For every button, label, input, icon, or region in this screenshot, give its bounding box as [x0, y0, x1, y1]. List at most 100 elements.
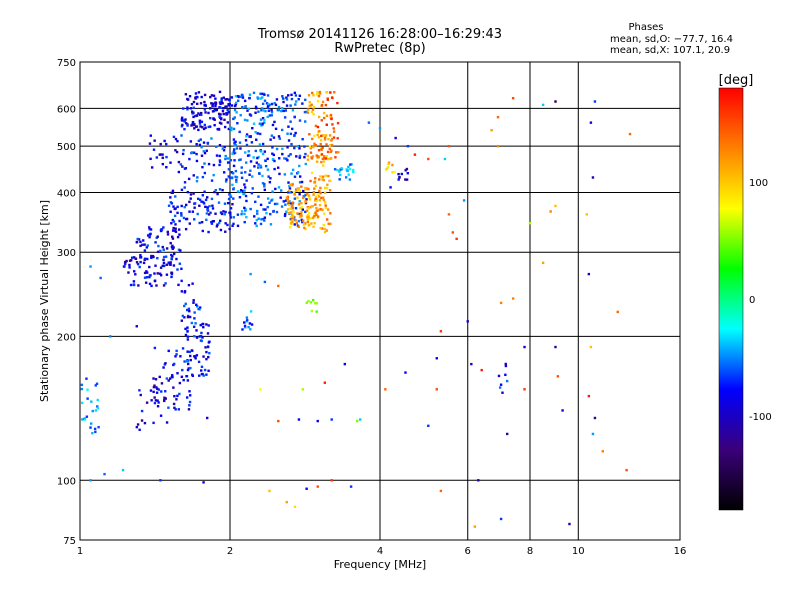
data-point [143, 421, 147, 425]
data-point [209, 95, 212, 99]
data-point [171, 235, 174, 238]
data-point [541, 103, 545, 107]
data-point [230, 96, 234, 99]
data-point [163, 398, 166, 402]
data-point [184, 327, 187, 331]
data-point [198, 221, 201, 225]
data-point [197, 139, 201, 143]
data-point [272, 136, 276, 139]
data-point [176, 205, 179, 209]
data-point [203, 171, 207, 175]
data-point [318, 130, 321, 133]
data-point [322, 178, 325, 182]
data-point [336, 137, 339, 140]
data-point [316, 215, 320, 218]
data-point [232, 127, 236, 131]
data-point [317, 94, 321, 98]
data-point [191, 373, 194, 376]
data-point [314, 199, 317, 202]
data-point [170, 202, 174, 205]
data-point [136, 262, 140, 266]
data-point [171, 218, 175, 222]
data-point [209, 107, 212, 110]
data-point [280, 205, 284, 208]
data-point [172, 386, 175, 389]
data-point [300, 210, 303, 214]
data-point [169, 196, 172, 199]
data-point [198, 335, 201, 338]
data-point [314, 209, 318, 213]
data-point [178, 392, 181, 396]
data-point [210, 220, 213, 224]
data-point [435, 388, 438, 391]
data-point [189, 366, 192, 370]
data-point [274, 127, 278, 131]
data-point [337, 151, 340, 154]
y-tick-label: 100 [57, 476, 76, 487]
data-point [132, 283, 136, 287]
data-point [186, 315, 190, 319]
data-point [149, 228, 153, 231]
data-point [261, 142, 265, 146]
data-point [318, 178, 321, 181]
data-point [263, 93, 266, 96]
data-point [175, 349, 178, 353]
data-point [151, 254, 155, 258]
data-point [183, 127, 186, 131]
data-point [103, 472, 106, 476]
data-point [244, 151, 247, 154]
data-point [195, 354, 199, 357]
data-point [302, 195, 306, 198]
data-point [290, 216, 293, 219]
data-point [556, 375, 560, 378]
y-axis-ticks: 75 100 200 300 400 500 600 750 [57, 58, 76, 547]
data-point [628, 132, 632, 136]
data-point [447, 213, 451, 216]
data-point [255, 161, 258, 164]
data-point [181, 314, 185, 318]
data-point [587, 272, 591, 276]
data-point [301, 138, 304, 141]
data-point [270, 102, 274, 106]
data-point [254, 131, 257, 134]
data-point [145, 401, 149, 404]
data-point [325, 229, 329, 232]
data-point [249, 114, 253, 117]
data-point [316, 91, 319, 94]
data-point [174, 223, 177, 226]
data-point [207, 213, 211, 216]
data-point [593, 416, 597, 420]
data-point [306, 158, 310, 161]
data-point [511, 96, 515, 100]
data-point [243, 321, 246, 324]
data-point [220, 97, 223, 100]
data-point [352, 170, 355, 174]
data-point [251, 126, 254, 130]
data-point [234, 101, 238, 104]
data-point [294, 131, 297, 135]
data-point [331, 123, 334, 126]
data-point [243, 183, 246, 186]
data-point [184, 118, 187, 121]
data-point [198, 120, 202, 123]
data-point [287, 94, 290, 97]
data-point [195, 102, 199, 106]
data-point [244, 161, 248, 164]
data-point [172, 205, 175, 208]
data-point [397, 178, 400, 181]
data-point [247, 150, 250, 153]
data-point [289, 202, 292, 205]
data-point [187, 177, 191, 181]
data-point [250, 323, 254, 326]
chart-title: Tromsø 20141126 16:28:00–16:29:43 [257, 27, 503, 42]
data-point [283, 157, 286, 160]
data-point [259, 118, 263, 121]
data-point [300, 185, 303, 188]
data-point [308, 133, 311, 136]
data-point [238, 196, 242, 199]
data-point [289, 104, 292, 107]
data-point [323, 186, 327, 190]
data-point [203, 100, 206, 104]
colorbar [718, 87, 744, 511]
data-point [243, 324, 247, 328]
